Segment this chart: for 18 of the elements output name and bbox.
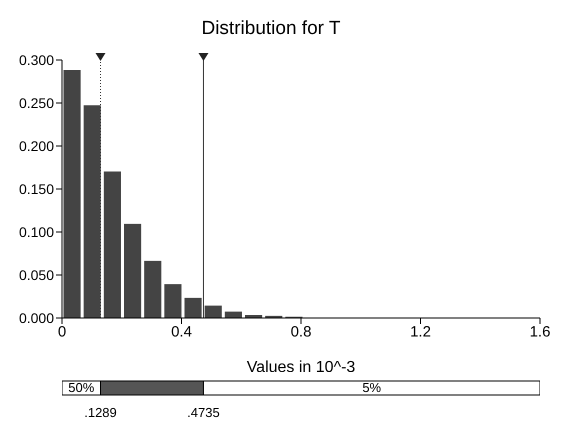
annotation: 50% xyxy=(68,380,95,395)
y-tick-label: 0.050 xyxy=(18,266,54,283)
x-tick-label: 0.8 xyxy=(290,324,312,341)
y-tick-label: 0.000 xyxy=(18,310,54,326)
x-tick-label: 1.6 xyxy=(530,324,550,341)
chart-title: Distribution for T xyxy=(200,18,342,40)
x-axis-title: Values in 10^-3 xyxy=(246,359,356,376)
x-tick-label: .1289 xyxy=(84,405,117,420)
y-tick-label: 0.150 xyxy=(18,180,54,197)
x-tick-label: 1.2 xyxy=(410,324,431,341)
x-tick-label: .4735 xyxy=(187,405,220,420)
y-tick-label: 0.300 xyxy=(18,52,54,68)
annotation: 5% xyxy=(362,380,382,395)
y-tick-label: 0.250 xyxy=(18,94,54,111)
y-tick-label: 0.100 xyxy=(18,224,54,240)
y-tick-label: 0.200 xyxy=(18,138,54,154)
x-tick-label: 0 xyxy=(58,324,66,341)
x-tick-label: 0.4 xyxy=(171,324,192,341)
